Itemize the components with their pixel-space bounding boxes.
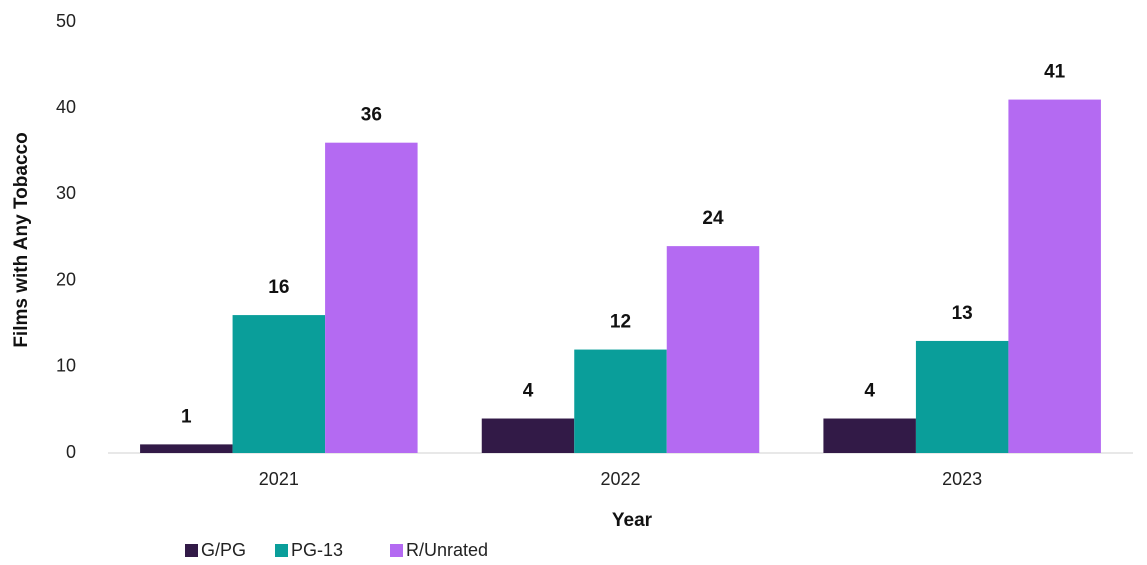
- value-label: 12: [610, 312, 631, 333]
- value-label: 36: [361, 105, 382, 126]
- value-label: 13: [952, 303, 973, 324]
- legend-label: PG-13: [291, 540, 343, 560]
- legend-label: G/PG: [201, 540, 246, 560]
- bar: [481, 418, 575, 453]
- x-axis-label: Year: [612, 510, 653, 531]
- value-label: 24: [702, 208, 724, 229]
- y-tick-label: 10: [56, 356, 76, 376]
- value-label: 16: [268, 277, 289, 298]
- bar: [574, 349, 667, 453]
- legend-swatch: [275, 544, 288, 557]
- bar: [1008, 99, 1101, 453]
- value-label: 41: [1044, 62, 1066, 83]
- y-tick-label: 0: [66, 442, 76, 462]
- bar: [666, 246, 760, 453]
- value-label: 1: [181, 406, 192, 427]
- bar: [325, 142, 418, 453]
- y-tick-label: 50: [56, 11, 76, 31]
- bar: [232, 315, 326, 453]
- legend-label: R/Unrated: [406, 540, 488, 560]
- legend-swatch: [185, 544, 198, 557]
- value-label: 4: [864, 381, 875, 402]
- x-tick-label: 2022: [600, 469, 640, 489]
- y-tick-label: 40: [56, 97, 76, 117]
- value-label: 4: [523, 381, 534, 402]
- legend-swatch: [390, 544, 403, 557]
- bar: [823, 418, 916, 453]
- y-tick-label: 20: [56, 269, 76, 289]
- x-tick-label: 2021: [259, 469, 299, 489]
- bar: [915, 340, 1009, 453]
- bar: [140, 444, 233, 453]
- y-axis-label: Films with Any Tobacco: [11, 132, 32, 347]
- y-tick-label: 30: [56, 183, 76, 203]
- x-tick-label: 2023: [942, 469, 982, 489]
